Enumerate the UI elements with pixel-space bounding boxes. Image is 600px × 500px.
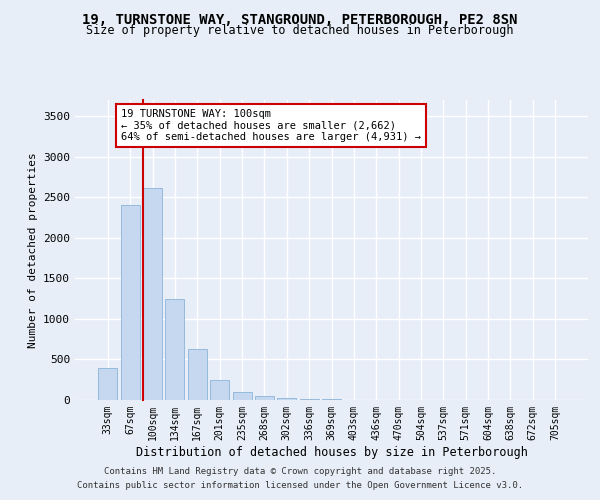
Text: Contains HM Land Registry data © Crown copyright and database right 2025.: Contains HM Land Registry data © Crown c… (104, 467, 496, 476)
Text: 19 TURNSTONE WAY: 100sqm
← 35% of detached houses are smaller (2,662)
64% of sem: 19 TURNSTONE WAY: 100sqm ← 35% of detach… (121, 109, 421, 142)
Bar (121, 206, 140, 400)
Bar (210, 380, 229, 400)
Bar (277, 398, 296, 400)
Bar (255, 396, 274, 400)
Bar (98, 368, 118, 400)
Text: Contains public sector information licensed under the Open Government Licence v3: Contains public sector information licen… (77, 481, 523, 490)
Bar (299, 399, 319, 400)
Bar (166, 298, 184, 400)
Y-axis label: Number of detached properties: Number of detached properties (28, 152, 38, 348)
Bar (188, 349, 207, 400)
Bar (143, 188, 162, 400)
Text: 19, TURNSTONE WAY, STANGROUND, PETERBOROUGH, PE2 8SN: 19, TURNSTONE WAY, STANGROUND, PETERBORO… (82, 12, 518, 26)
X-axis label: Distribution of detached houses by size in Peterborough: Distribution of detached houses by size … (136, 446, 527, 458)
Text: Size of property relative to detached houses in Peterborough: Size of property relative to detached ho… (86, 24, 514, 37)
Bar (233, 392, 251, 400)
